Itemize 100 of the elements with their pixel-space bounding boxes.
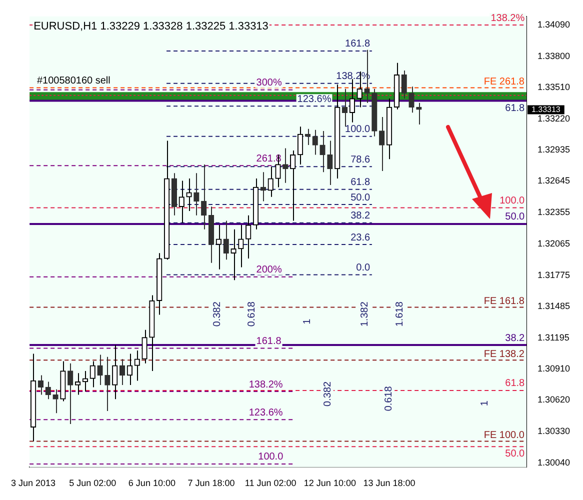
candlestick: [45, 381, 51, 400]
candlestick: [216, 224, 222, 270]
candlestick: [223, 220, 229, 260]
y-tick-label: 1.33800: [537, 50, 570, 61]
y-tick-label: 1.33220: [537, 114, 570, 124]
chart-title: EURUSD,H1 1.33229 1.33328 1.33225 1.33313: [34, 20, 268, 32]
ref-line-label: FE 161.8: [484, 296, 525, 307]
x-tick-label: 6 Jun 10:00: [128, 478, 176, 488]
candlestick: [260, 172, 266, 202]
candlestick: [171, 172, 178, 216]
annotation: 1.618: [394, 301, 406, 327]
y-tick-label: 1.30040: [537, 457, 570, 468]
candlestick: [104, 356, 110, 412]
candlestick: [394, 62, 400, 110]
annotation: 0.0: [356, 262, 371, 274]
annotation: 100.0: [500, 195, 526, 206]
candlestick: [290, 150, 296, 222]
x-tick-label: 11 Jun 02:00: [244, 478, 296, 488]
candlestick: [90, 360, 96, 388]
candlestick: [334, 84, 340, 180]
x-tick-label: 3 Jun 2013: [11, 478, 56, 488]
candlestick: [156, 252, 162, 316]
y-tick-label: 1.30620: [537, 394, 570, 405]
candlestick: [268, 166, 274, 198]
x-tick-label: 12 Jun 10:00: [304, 478, 356, 488]
candlestick: [142, 329, 148, 364]
annotation: 50.0: [505, 212, 526, 223]
annotation: 0.618: [246, 301, 258, 327]
text: 1.33313: [531, 104, 561, 114]
candlestick: [408, 86, 414, 114]
annotation: 78.6: [350, 154, 371, 166]
y-tick-label: 1.31195: [537, 332, 570, 342]
candlestick: [112, 344, 118, 400]
candlestick: [252, 178, 259, 230]
candlestick: [230, 228, 236, 281]
candlestick: [208, 206, 214, 264]
annotation: 138.2%: [490, 12, 525, 24]
y-tick-label: 1.32065: [537, 238, 570, 248]
x-tick-label: 7 Jun 18:00: [188, 478, 235, 488]
annotation: 0.618: [383, 386, 394, 412]
candlestick: [82, 370, 88, 392]
candlestick: [68, 362, 74, 424]
candlestick: [60, 360, 66, 402]
annotation: 50.0: [350, 192, 371, 204]
annotation: 23.6: [350, 232, 371, 244]
annotation: 1.382: [359, 301, 370, 327]
x-tick-label: 13 Jun 18:00: [363, 478, 416, 488]
ref-line-label: FE 100.0: [484, 430, 525, 442]
y-tick-label: 1.34090: [537, 20, 570, 30]
candlestick: [97, 354, 103, 386]
annotation: 0.382: [212, 301, 224, 327]
annotation: 123.6%: [248, 407, 283, 418]
candlestick: [164, 140, 170, 260]
annotation: 50.0: [505, 448, 526, 460]
candlestick: [52, 388, 58, 414]
y-tick-label: 1.30910: [537, 363, 570, 374]
candlestick: [282, 148, 288, 184]
candlestick: [119, 358, 126, 386]
candlestick: [201, 164, 207, 230]
annotation: 138.2%: [248, 379, 283, 390]
candlestick: [379, 116, 385, 172]
y-tick-label: 1.31485: [537, 301, 570, 312]
candlestick: [238, 224, 244, 268]
candlestick: [246, 214, 252, 260]
annotation: 200%: [256, 264, 282, 276]
candlestick: [126, 353, 133, 386]
candlestick: [149, 294, 155, 372]
x-tick-label: 5 Jun 02:00: [69, 478, 116, 488]
candlestick: [372, 88, 378, 137]
candlestick: [134, 350, 140, 382]
annotation: 1: [302, 318, 313, 324]
candlestick: [186, 178, 192, 212]
annotation: 61.8: [505, 378, 526, 390]
annotation: 300%: [256, 78, 282, 89]
ref-line-label: FE 261.8: [484, 76, 525, 88]
annotation: 38.2: [350, 210, 371, 222]
candlestick: [401, 70, 407, 100]
candlestick: [320, 130, 326, 173]
candlestick: [178, 180, 184, 224]
annotation: 0.382: [322, 381, 334, 406]
candlestick: [194, 172, 200, 216]
candlestick: [327, 140, 333, 186]
annotation: 100.0: [345, 124, 371, 136]
y-tick-label: 1.32355: [537, 207, 570, 218]
candlestick: [297, 126, 304, 166]
y-tick-label: 1.31775: [537, 270, 570, 280]
candlestick: [74, 372, 81, 396]
y-tick-label: 1.33510: [537, 82, 570, 92]
annotation: #100580160 sell: [36, 76, 110, 86]
y-tick-label: 1.32645: [537, 176, 570, 186]
y-tick-label: 1.32935: [537, 144, 570, 154]
annotation: 123.6%: [297, 94, 332, 105]
candlestick: [349, 78, 356, 123]
y-tick-label: 1.30330: [537, 426, 570, 436]
candlestick: [312, 129, 318, 156]
annotation: 100.0: [258, 452, 284, 463]
annotation: 61.8: [505, 103, 526, 114]
annotation: 61.8: [350, 177, 371, 188]
ref-line-label: FE 138.2: [484, 348, 525, 360]
annotation: 38.2: [505, 332, 526, 344]
